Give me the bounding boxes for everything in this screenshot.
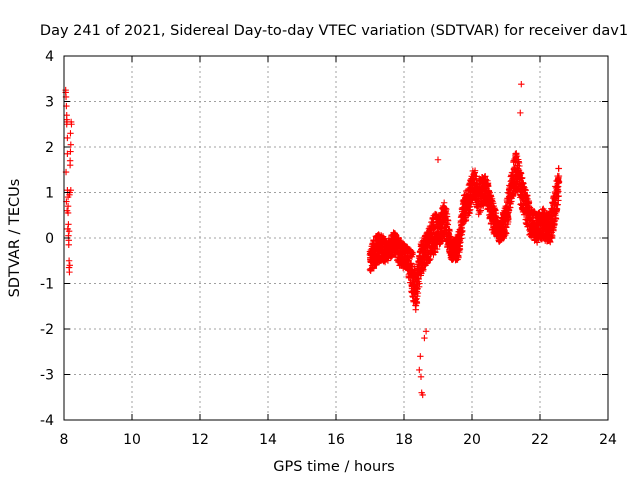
data-point <box>64 150 71 158</box>
data-point <box>65 227 73 235</box>
data-point <box>65 257 73 264</box>
data-point <box>68 121 75 128</box>
data-point <box>64 193 72 201</box>
data-point <box>466 207 473 214</box>
data-point <box>414 293 421 300</box>
data-point <box>555 172 563 180</box>
data-point <box>434 156 442 163</box>
data-point <box>66 262 73 269</box>
data-point <box>505 215 512 223</box>
data-point <box>409 249 416 256</box>
data-point <box>422 328 430 335</box>
data-point <box>63 207 71 214</box>
data-point <box>525 199 533 206</box>
data-point <box>440 199 448 206</box>
data-point <box>503 230 510 237</box>
data-point <box>66 268 73 276</box>
data-point <box>418 389 425 396</box>
data-point <box>64 134 71 142</box>
axis-ticks <box>63 55 609 421</box>
data-point <box>554 201 561 208</box>
data-point <box>421 334 428 342</box>
data-point <box>517 109 524 117</box>
x-tick-label: 24 <box>599 432 617 448</box>
y-axis-title: SDTVAR / TECUs <box>7 179 23 298</box>
data-points <box>62 81 563 399</box>
data-point <box>420 266 427 273</box>
x-tick-labels: 8 10 12 14 16 18 20 22 24 <box>60 432 617 448</box>
data-point <box>518 174 526 182</box>
x-tick-label: 8 <box>60 432 69 448</box>
x-tick-label: 16 <box>327 432 345 448</box>
data-point <box>549 232 556 240</box>
chart-title: Day 241 of 2021, Sidereal Day-to-day VTE… <box>40 23 628 39</box>
data-point <box>555 165 562 172</box>
data-point <box>414 289 422 297</box>
y-tick-label: -1 <box>40 277 54 293</box>
x-tick-label: 10 <box>123 432 141 448</box>
data-point <box>416 366 423 374</box>
y-tick-label: 0 <box>45 231 54 247</box>
data-point <box>490 200 497 207</box>
data-point <box>413 299 421 307</box>
data-point <box>555 192 562 200</box>
data-point <box>516 162 523 170</box>
data-point <box>457 239 464 246</box>
data-point <box>443 213 451 220</box>
x-tick-label: 22 <box>531 432 549 448</box>
x-tick-label: 12 <box>191 432 209 448</box>
data-point <box>63 111 70 119</box>
grid-lines <box>64 56 608 420</box>
data-point <box>407 260 415 267</box>
data-point <box>459 227 466 235</box>
y-tick-label: 3 <box>45 95 54 111</box>
data-point <box>518 81 525 88</box>
data-point <box>513 152 521 160</box>
data-point <box>64 202 72 210</box>
data-point <box>67 130 74 137</box>
data-point <box>484 181 492 189</box>
data-point <box>66 162 74 169</box>
x-tick-label: 14 <box>259 432 277 448</box>
y-tick-labels: -4 -3 -2 -1 0 1 2 3 4 <box>40 49 54 429</box>
data-point <box>471 167 479 174</box>
data-point <box>476 208 484 216</box>
data-point <box>444 217 452 224</box>
data-point <box>477 207 485 214</box>
data-point <box>467 206 474 213</box>
data-point <box>456 245 464 253</box>
data-point <box>417 373 425 380</box>
data-point <box>446 227 453 235</box>
data-point <box>547 238 554 246</box>
data-point <box>416 280 423 287</box>
y-tick-label: -3 <box>40 368 54 384</box>
data-point <box>552 215 560 223</box>
data-point <box>457 235 465 242</box>
data-point <box>67 187 74 194</box>
data-point <box>503 224 510 231</box>
data-point <box>67 141 74 148</box>
y-tick-label: 2 <box>45 140 54 156</box>
data-point <box>555 179 563 186</box>
x-tick-label: 18 <box>395 432 413 448</box>
x-axis-title: GPS time / hours <box>273 459 394 475</box>
y-tick-label: -4 <box>40 413 54 429</box>
x-tick-label: 20 <box>463 432 481 448</box>
data-point <box>482 176 490 183</box>
data-point <box>443 205 450 213</box>
y-tick-label: 1 <box>45 186 54 202</box>
data-point <box>455 254 462 261</box>
data-point <box>65 221 72 228</box>
data-point <box>417 353 424 360</box>
y-tick-label: -2 <box>40 322 54 338</box>
data-point <box>415 275 422 283</box>
y-tick-label: 4 <box>45 49 54 65</box>
data-point <box>462 217 469 225</box>
